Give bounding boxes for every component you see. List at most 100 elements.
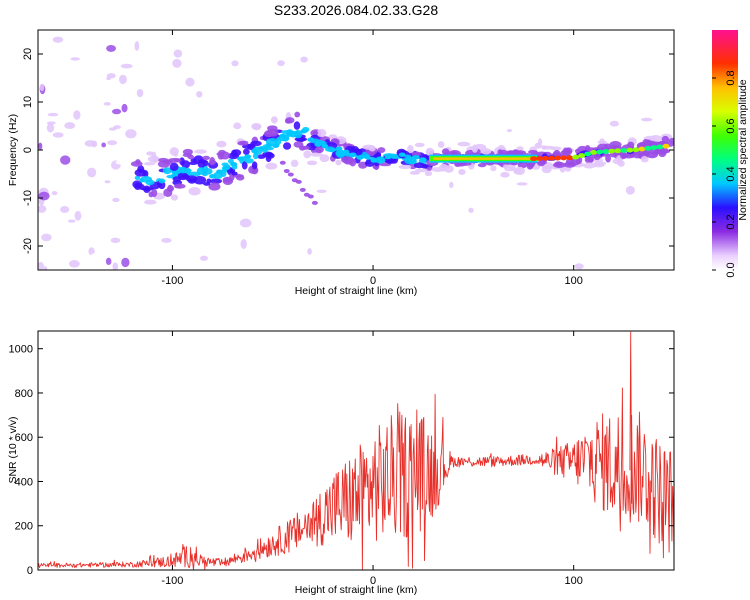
- spectrogram-noise-cell: [536, 104, 543, 109]
- spectrogram-signal-cell: [203, 182, 211, 186]
- spectrogram-ridge-cell: [279, 133, 287, 139]
- spectrogram-ridge-cell: [391, 154, 399, 159]
- snr-series-line: [38, 331, 674, 570]
- spectrogram-marks: [38, 36, 674, 270]
- spectrogram-ridge-cell: [272, 143, 280, 148]
- spectrogram-signal-cell: [627, 141, 635, 149]
- spectrogram-signal-cell: [319, 154, 330, 163]
- spectrogram-signal-cell: [294, 111, 301, 118]
- spectrogram-noise-cell: [38, 142, 43, 151]
- spectrogram-x-axis-label: Height of straight line (km): [295, 285, 418, 297]
- spectrogram-noise-cell: [185, 77, 195, 87]
- spectrogram-signal-cell: [377, 147, 386, 153]
- spectrogram-ridge-cell: [614, 148, 622, 154]
- spectrogram-signal-cell: [244, 158, 254, 164]
- spectrogram-signal-cell: [341, 156, 354, 164]
- colorbar-tick-label: 0.8: [725, 70, 737, 85]
- colorbar-tick-label: 0.6: [725, 118, 737, 133]
- spectrogram-signal-cell: [541, 145, 547, 150]
- spectrogram-signal-cell: [242, 148, 250, 155]
- spectrogram-noise-cell: [38, 261, 44, 270]
- snr-x-tick-label: 0: [370, 575, 376, 587]
- spectrogram-signal-cell: [507, 164, 516, 169]
- spectrogram-noise-cell: [106, 45, 117, 52]
- spectrogram-signal-cell: [471, 144, 478, 153]
- spectrogram-noise-cell: [70, 57, 80, 61]
- spectrogram-signal-cell: [172, 176, 182, 182]
- spectrogram-noise-cell: [108, 67, 121, 72]
- spectrogram-ridge-cell: [650, 145, 658, 151]
- spectrogram-signal-cell: [300, 145, 310, 150]
- spectrogram-ridge-cell: [370, 158, 378, 163]
- spectrogram-noise-cell: [113, 125, 121, 130]
- spectrogram-noise-cell: [196, 90, 203, 98]
- spectrogram-noise-cell: [574, 263, 584, 270]
- spectrogram-signal-cell: [221, 162, 229, 167]
- spectrogram-ridge-cell: [321, 143, 329, 149]
- spectrogram-band-inner: [433, 157, 534, 160]
- spectrogram-ridge-cell: [223, 165, 231, 171]
- spectrogram-noise-cell: [38, 191, 50, 201]
- spectrogram-signal-cell: [187, 177, 197, 184]
- spectrogram-noise-cell: [424, 98, 432, 106]
- spectrogram-ridge-cell: [644, 145, 652, 151]
- spectrogram-signal-cell: [437, 141, 445, 149]
- spectrogram-ridge-cell: [237, 156, 245, 161]
- spectrogram-signal-cell: [196, 167, 206, 175]
- spectrogram-signal-cell: [646, 140, 657, 145]
- spectrogram-signal-cell: [139, 184, 145, 190]
- spectrogram-branch-cell: [307, 194, 314, 199]
- spectrogram-signal-cell: [179, 166, 188, 174]
- spectrogram-noise-cell: [105, 257, 112, 266]
- spectrogram-signal-cell: [216, 140, 227, 148]
- spectrogram-noise-cell: [103, 102, 111, 106]
- snr-x-tick-label: -100: [161, 575, 183, 587]
- spectrogram-ridge-cell: [530, 156, 538, 162]
- spectrogram-ridge-cell: [632, 147, 640, 153]
- spectrogram-signal-cell: [640, 155, 649, 163]
- spectrogram-signal-cell: [146, 151, 154, 156]
- spectrogram-signal-cell: [593, 161, 607, 166]
- spectrogram-noise-cell: [46, 123, 55, 133]
- spectrogram-signal-cell: [188, 187, 201, 196]
- spectrogram-ridge-cell: [405, 156, 413, 162]
- spectrogram-noise-cell: [134, 40, 140, 51]
- spectrogram-noise-cell: [172, 58, 182, 68]
- spectrogram-signal-cell: [231, 171, 238, 176]
- spectrogram-x-tick-label: 0: [370, 275, 376, 287]
- snr-y-tick-label: 800: [15, 388, 33, 400]
- spectrogram-noise-cell: [41, 233, 52, 242]
- spectrogram-ridge-cell: [342, 149, 350, 155]
- spectrogram-signal-cell: [303, 150, 312, 159]
- spectrogram-noise-cell: [143, 161, 156, 166]
- spectrogram-signal-cell: [605, 154, 611, 163]
- spectrogram-signal-cell: [134, 168, 147, 177]
- spectrogram-ridge-cell: [314, 142, 322, 147]
- spectrogram-signal-cell: [646, 151, 658, 159]
- spectrogram-signal-cell: [612, 158, 623, 165]
- spectrogram-signal-cell: [230, 149, 238, 158]
- colorbar-tick-label: 0.4: [725, 166, 737, 181]
- spectrogram-signal-cell: [411, 151, 421, 157]
- spectrogram-signal-cell: [241, 161, 248, 170]
- spectrogram-signal-cell: [661, 135, 670, 144]
- spectrogram-noise-cell: [46, 121, 56, 125]
- spectrogram-noise-cell: [52, 132, 64, 138]
- spectrogram-noise-cell: [51, 181, 57, 187]
- spectrogram-signal-cell: [252, 123, 262, 131]
- spectrogram-noise-cell: [290, 159, 299, 168]
- spectrogram-signal-cell: [158, 178, 166, 184]
- spectrogram-noise-cell: [516, 182, 528, 186]
- spectrogram-ridge-cell: [363, 154, 371, 160]
- spectrogram-noise-cell: [240, 239, 247, 249]
- spectrogram-noise-cell: [380, 223, 391, 233]
- spectrogram-noise-cell: [307, 248, 312, 255]
- spectrogram-signal-cell: [584, 156, 595, 164]
- spectrogram-noise-cell: [118, 74, 127, 85]
- spectrogram-noise-cell: [506, 129, 513, 133]
- chart-title: S233.2026.084.02.33.G28: [274, 2, 438, 18]
- spectrogram-ridge-cell: [412, 155, 420, 160]
- spectrogram-signal-cell: [444, 165, 454, 173]
- spectrogram-signal-cell: [293, 141, 304, 148]
